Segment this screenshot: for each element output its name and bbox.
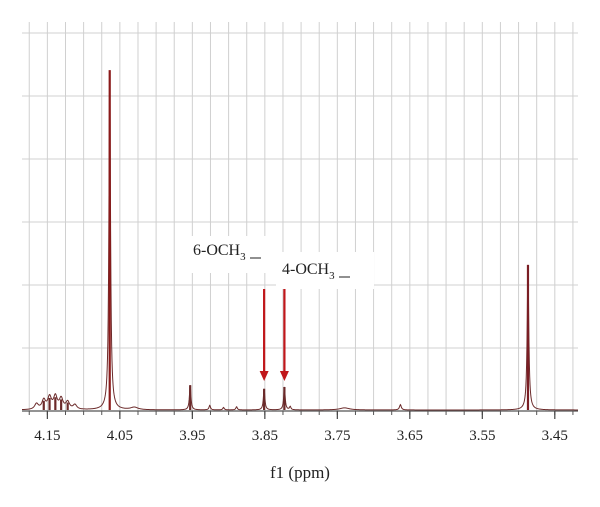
annotation-arrow-head [259,371,269,381]
annotations: 6-OCH3 4-OCH3 [183,236,374,381]
annotation-arrow-head [279,371,289,381]
annotation-label: 4-OCH3 [282,261,335,282]
x-tick-label: 3.85 [252,428,278,444]
x-tick-label: 3.65 [397,428,423,444]
x-tick-label: 4.15 [34,428,60,444]
x-tick-label: 3.95 [179,428,205,444]
x-axis-title: f1 (ppm) [270,463,330,482]
x-axis: 4.15 4.05 3.95 3.85 3.75 3.65 3.55 3.45 [22,410,578,444]
annotation-label-bg [183,236,275,273]
annotation-label: 6-OCH3 [193,242,246,263]
x-tick-label: 3.75 [324,428,350,444]
grid [22,22,578,412]
x-tick-label: 4.05 [107,428,133,444]
spectrum-line [21,77,578,411]
spectrum [21,70,578,411]
x-tick-label: 3.45 [542,428,568,444]
x-tick-label: 3.55 [469,428,495,444]
annotation-label-bg [276,252,374,289]
